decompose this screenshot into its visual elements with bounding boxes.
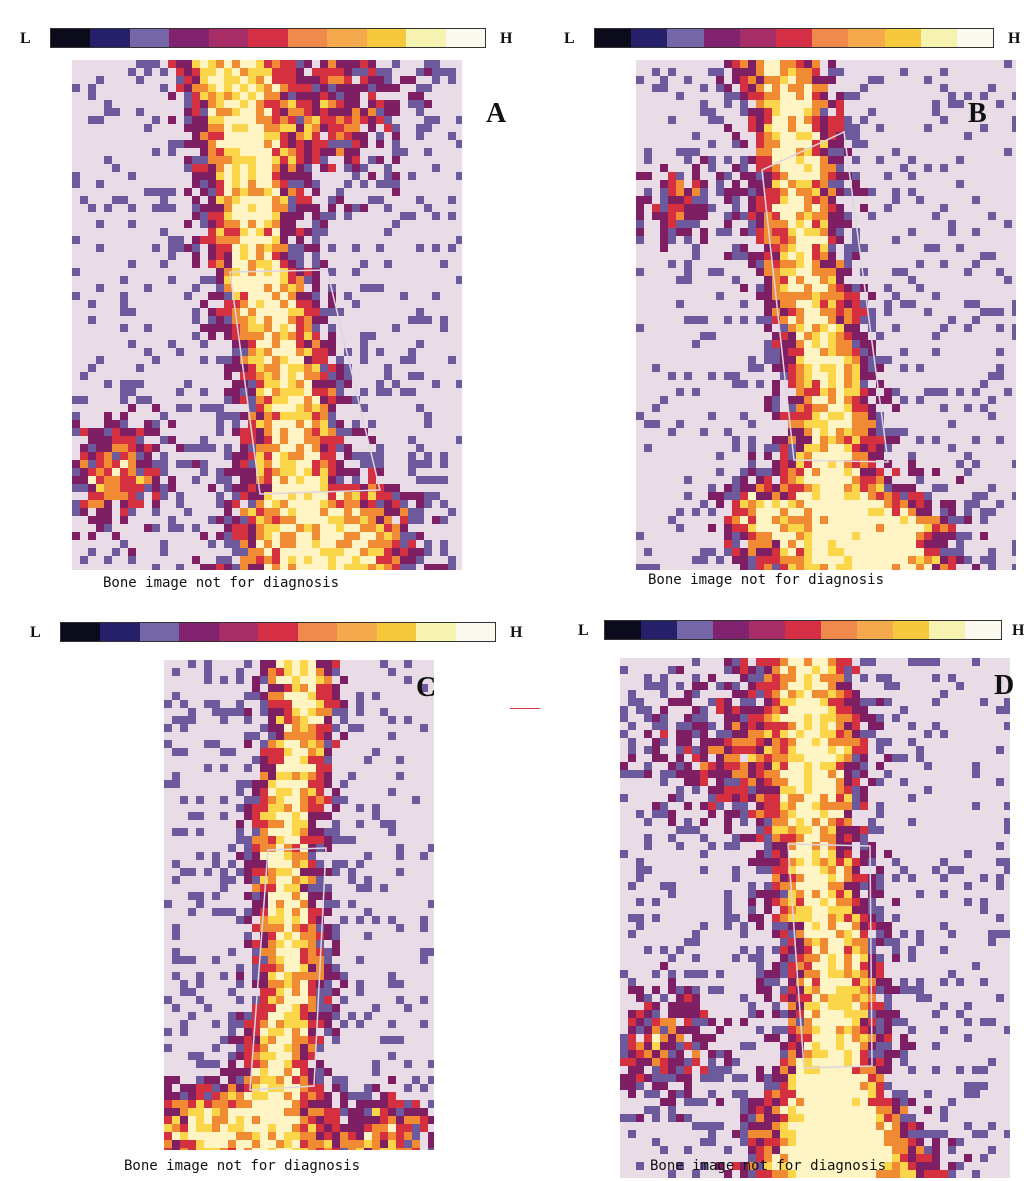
scale-swatch <box>51 29 91 47</box>
disclaimer-caption-d: Bone image not for diagnosis <box>650 1158 887 1174</box>
disclaimer-caption-b: Bone image not for diagnosis <box>648 572 885 588</box>
scale-high-label: H <box>510 624 523 641</box>
scale-low-label: L <box>564 30 575 47</box>
scale-swatch <box>667 29 704 47</box>
scale-bar <box>60 622 496 642</box>
scale-swatch <box>929 621 965 639</box>
panel-label-c: C <box>416 672 437 703</box>
scale-bar <box>604 620 1002 640</box>
scale-swatch <box>287 29 328 47</box>
scale-high-label: H <box>1008 30 1021 47</box>
scale-swatch <box>641 621 677 639</box>
scale-swatch <box>90 29 130 47</box>
scale-swatch <box>821 621 857 639</box>
marker-line <box>510 708 540 709</box>
scale-swatch <box>595 29 632 47</box>
scale-swatch <box>749 621 785 639</box>
color-scale-a: L H <box>0 28 520 54</box>
scale-swatch <box>965 621 1001 639</box>
panel-d: L H D Bone image not for diagnosis <box>560 610 1024 1181</box>
scale-swatch <box>376 623 417 641</box>
scale-swatch <box>455 623 495 641</box>
panel-a: L H A Bone image not for diagnosis <box>0 0 520 600</box>
scale-swatch <box>169 29 209 47</box>
bone-scan-image-d <box>620 658 1010 1178</box>
scale-swatch <box>739 29 776 47</box>
scale-swatch <box>100 623 140 641</box>
scale-bar <box>50 28 486 48</box>
scale-swatch <box>631 29 668 47</box>
panel-label-d: D <box>994 670 1015 701</box>
scale-swatch <box>884 29 921 47</box>
color-scale-c: L H <box>0 622 540 648</box>
scale-swatch <box>406 29 446 47</box>
scale-swatch <box>857 621 893 639</box>
scale-swatch <box>775 29 813 47</box>
scale-swatch <box>713 621 749 639</box>
scale-bar <box>594 28 994 48</box>
scale-swatch <box>366 29 407 47</box>
panel-c: L H C Bone image not for diagnosis <box>0 610 540 1181</box>
scale-swatch <box>248 29 288 47</box>
scale-swatch <box>129 29 170 47</box>
scale-swatch <box>179 623 219 641</box>
scale-high-label: H <box>500 30 513 47</box>
scale-low-label: L <box>578 622 589 639</box>
scale-swatch <box>445 29 485 47</box>
scale-swatch <box>920 29 957 47</box>
scale-swatch <box>258 623 298 641</box>
scale-swatch <box>848 29 885 47</box>
scale-swatch <box>785 621 821 639</box>
scale-swatch <box>297 623 338 641</box>
panel-label-b: B <box>968 98 987 129</box>
scale-swatch <box>893 621 929 639</box>
color-scale-b: L H <box>540 28 1024 54</box>
scale-swatch <box>416 623 456 641</box>
scale-swatch <box>327 29 367 47</box>
scale-swatch <box>605 621 641 639</box>
bone-scan-image-b <box>636 60 1016 570</box>
scale-swatch <box>812 29 849 47</box>
scale-low-label: L <box>20 30 31 47</box>
panel-b: L H B Bone image not for diagnosis <box>540 0 1024 600</box>
scale-swatch <box>956 29 994 47</box>
bone-scan-image-a <box>72 60 462 570</box>
panel-label-a: A <box>486 98 507 129</box>
scale-swatch <box>337 623 377 641</box>
bone-scan-image-c <box>164 660 434 1150</box>
scale-swatch <box>218 623 259 641</box>
color-scale-d: L H <box>560 620 1024 646</box>
scale-swatch <box>677 621 713 639</box>
disclaimer-caption-a: Bone image not for diagnosis <box>103 575 340 591</box>
scale-low-label: L <box>30 624 41 641</box>
scale-swatch <box>208 29 249 47</box>
scale-swatch <box>703 29 740 47</box>
disclaimer-caption-c: Bone image not for diagnosis <box>124 1158 361 1174</box>
scale-high-label: H <box>1012 622 1024 639</box>
scale-swatch <box>139 623 180 641</box>
scale-swatch <box>61 623 101 641</box>
